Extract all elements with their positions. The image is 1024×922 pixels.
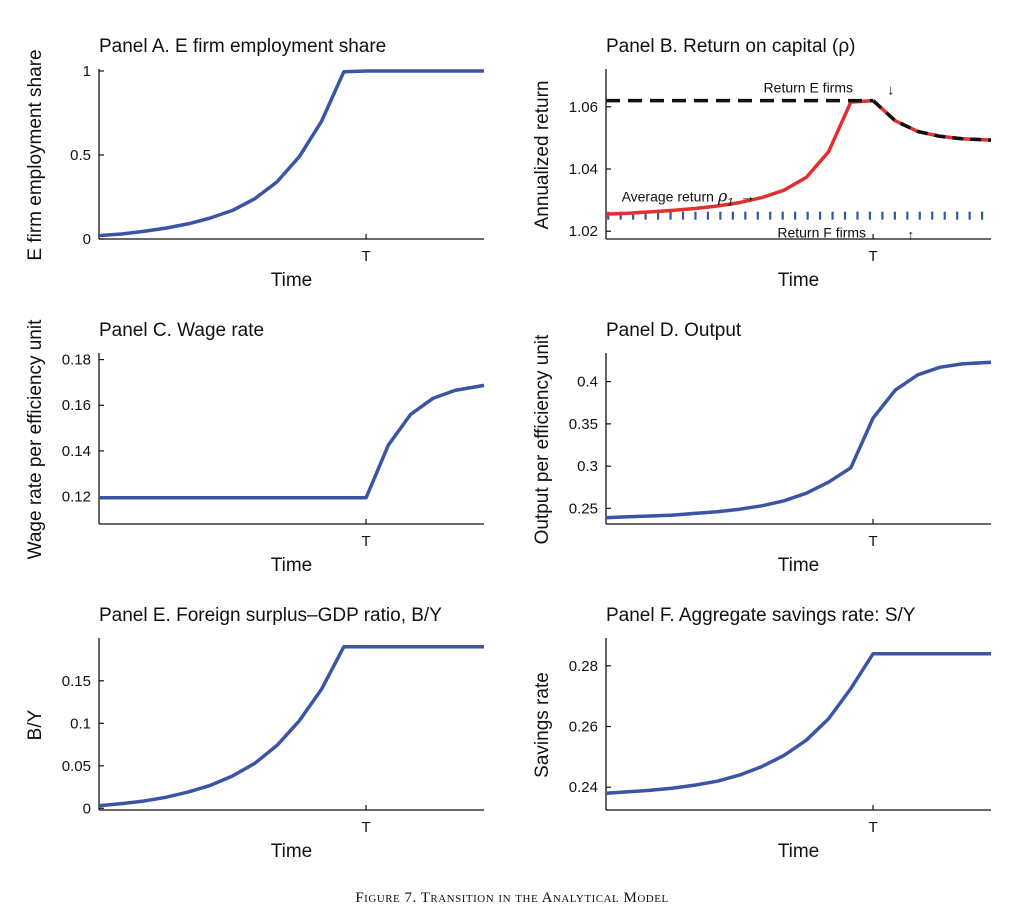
- post-t-return-line: [871, 99, 992, 142]
- y-tick-label: 0.16: [62, 397, 91, 414]
- series-line: [605, 360, 992, 520]
- panel-c: Panel C. Wage rate 0.12 0.14 0.16 0.18 T Time W…: [25, 319, 485, 576]
- annotation-arrow-up: ↑: [907, 227, 914, 243]
- panel-f: Panel F. Aggregate savings rate: S/Y 0.24…: [532, 605, 991, 862]
- y-tick-label: 0.18: [62, 352, 91, 369]
- y-tick-label: 0.24: [569, 779, 598, 796]
- series-line: [98, 645, 484, 808]
- panel-title: Panel F. Aggregate savings rate: S/Y: [606, 605, 916, 626]
- figure-caption: Figure 7. Transition in the Analytical M…: [355, 890, 669, 906]
- panel-title: Panel B. Return on capital (ρ): [606, 36, 856, 57]
- x-axis-label: Time: [271, 555, 313, 576]
- x-tick-label: T: [868, 533, 877, 550]
- y-tick-label: 0.28: [569, 658, 598, 675]
- y-tick-label: 1: [83, 63, 91, 80]
- annotation-arrow-down: ↓: [887, 82, 894, 98]
- y-axis-label: E firm employment share: [25, 49, 46, 260]
- x-axis-label: Time: [271, 270, 313, 291]
- annotation-return-f-firms: Return F firms: [777, 225, 866, 241]
- panel-d: Panel D. Output 0.25 0.3 0.35 0.4 T Time Output…: [532, 320, 992, 576]
- x-tick-label: T: [868, 248, 877, 265]
- panel-title: Panel E. Foreign surplus–GDP ratio, B/Y: [99, 605, 442, 626]
- panel-title: Panel D. Output: [606, 320, 742, 341]
- y-tick-label: 0.4: [577, 374, 598, 391]
- panel-a: Panel A. E firm employment share 0 0.5 1 T Ti…: [25, 36, 484, 291]
- y-axis-label: Annualized return: [532, 81, 553, 230]
- y-tick-label: 0.05: [62, 758, 91, 775]
- panel-title: Panel A. E firm employment share: [99, 36, 386, 57]
- y-axis-label: Savings rate: [532, 672, 553, 778]
- x-axis-label: Time: [271, 841, 313, 862]
- x-axis-label: Time: [778, 555, 820, 576]
- post-t-e-return-dashes: [871, 99, 992, 142]
- y-tick-label: 0.35: [569, 416, 598, 433]
- series-line: [99, 383, 485, 500]
- series-line: [605, 651, 991, 796]
- average-return-line: [605, 98, 874, 216]
- series-line: [98, 69, 484, 238]
- x-tick-label: T: [361, 533, 370, 550]
- y-axis-label: Output per efficiency unit: [532, 334, 553, 545]
- annotation-return-e-firms: Return E firms: [764, 80, 853, 96]
- y-tick-label: 0.5: [70, 147, 91, 164]
- y-axis-label: Wage rate per efficiency unit: [25, 319, 46, 559]
- x-axis-label: Time: [778, 270, 820, 291]
- y-tick-label: 0.14: [62, 443, 91, 460]
- y-tick-label: 1.06: [569, 99, 598, 116]
- y-tick-label: 0.26: [569, 719, 598, 736]
- y-tick-label: 0.25: [569, 500, 598, 517]
- y-tick-label: 0.3: [577, 458, 598, 475]
- y-tick-label: 0: [83, 231, 91, 248]
- y-tick-label: 0.15: [62, 673, 91, 690]
- annotation-average-return: Average return ρ1 →: [622, 187, 756, 209]
- y-tick-label: 0.1: [70, 715, 91, 732]
- panel-title: Panel C. Wage rate: [99, 320, 264, 341]
- x-axis-label: Time: [778, 841, 820, 862]
- y-tick-label: 0: [83, 800, 91, 817]
- x-tick-label: T: [868, 819, 877, 836]
- y-tick-label: 1.02: [569, 223, 598, 240]
- x-tick-label: T: [361, 819, 370, 836]
- y-tick-label: 1.04: [569, 161, 598, 178]
- x-tick-label: T: [361, 248, 370, 265]
- panel-e: Panel E. Foreign surplus–GDP ratio, B/Y 0…: [25, 605, 484, 862]
- panel-b: Panel B. Return on capital (ρ) 1.02 1.04 1.…: [532, 36, 992, 291]
- y-axis-label: B/Y: [25, 709, 46, 740]
- y-tick-label: 0.12: [62, 489, 91, 506]
